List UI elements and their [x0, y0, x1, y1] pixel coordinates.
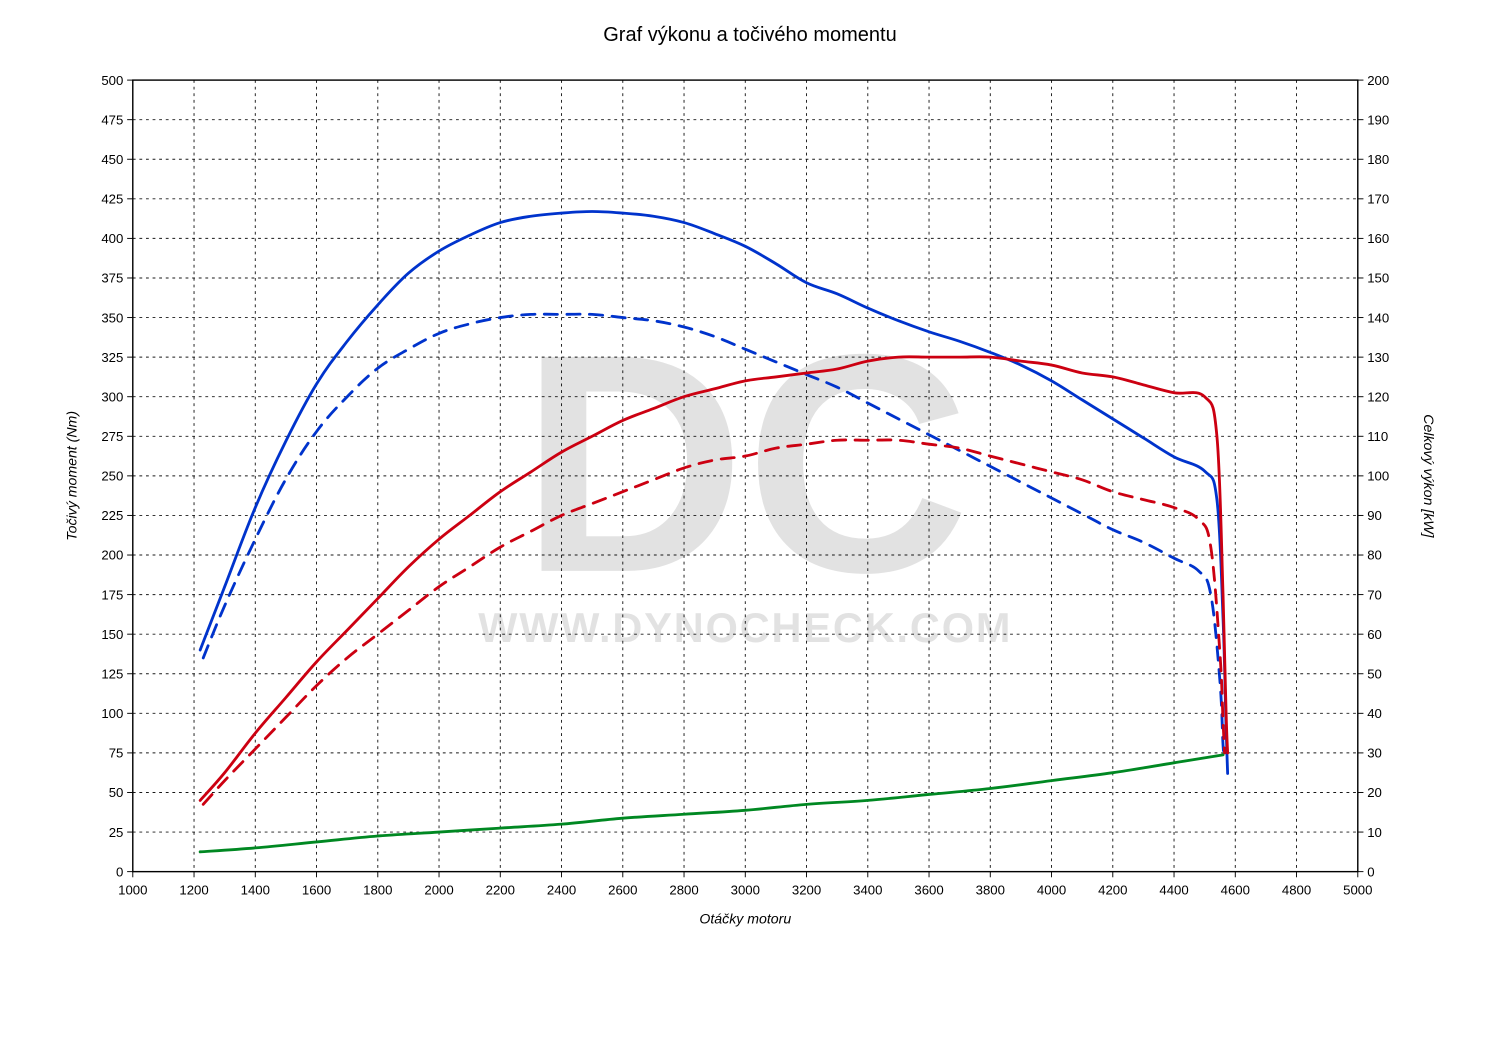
x-tick-label: 4200 — [1098, 882, 1127, 897]
x-tick-label: 3800 — [976, 882, 1005, 897]
y-left-tick-label: 225 — [101, 508, 123, 523]
x-axis-label: Otáčky motoru — [699, 910, 791, 926]
x-tick-label: 2600 — [608, 882, 637, 897]
y-right-tick-label: 40 — [1367, 706, 1382, 721]
x-tick-label: 1400 — [241, 882, 270, 897]
x-tick-label: 4800 — [1282, 882, 1311, 897]
y-right-tick-label: 180 — [1367, 152, 1389, 167]
y-right-tick-label: 100 — [1367, 469, 1389, 484]
x-tick-label: 2200 — [486, 882, 515, 897]
y-right-tick-label: 30 — [1367, 746, 1382, 761]
chart-container: Graf výkonu a točivého momentu DCWWW.DYN… — [0, 0, 1500, 1040]
y-right-tick-label: 120 — [1367, 389, 1389, 404]
x-tick-label: 4400 — [1159, 882, 1188, 897]
y-left-axis-label: Točivý moment (Nm) — [63, 411, 79, 541]
x-tick-label: 1200 — [179, 882, 208, 897]
y-left-tick-label: 300 — [101, 389, 123, 404]
y-right-tick-label: 190 — [1367, 112, 1389, 127]
y-right-tick-label: 90 — [1367, 508, 1382, 523]
y-right-tick-label: 140 — [1367, 310, 1389, 325]
y-right-tick-label: 170 — [1367, 192, 1389, 207]
y-right-tick-label: 70 — [1367, 587, 1382, 602]
x-tick-label: 2000 — [424, 882, 453, 897]
x-tick-label: 2800 — [669, 882, 698, 897]
x-tick-label: 1800 — [363, 882, 392, 897]
y-left-tick-label: 50 — [109, 785, 124, 800]
x-tick-label: 4000 — [1037, 882, 1066, 897]
y-left-tick-label: 375 — [101, 271, 123, 286]
y-right-tick-label: 200 — [1367, 73, 1389, 88]
y-left-tick-label: 100 — [101, 706, 123, 721]
y-left-tick-label: 475 — [101, 112, 123, 127]
y-right-tick-label: 50 — [1367, 666, 1382, 681]
x-tick-label: 1000 — [118, 882, 147, 897]
x-tick-label: 2400 — [547, 882, 576, 897]
x-tick-label: 3400 — [853, 882, 882, 897]
y-left-tick-label: 450 — [101, 152, 123, 167]
y-left-tick-label: 500 — [101, 73, 123, 88]
y-left-tick-label: 250 — [101, 469, 123, 484]
y-left-tick-label: 400 — [101, 231, 123, 246]
y-left-tick-label: 175 — [101, 587, 123, 602]
y-left-tick-label: 0 — [116, 864, 123, 879]
y-right-tick-label: 110 — [1367, 429, 1388, 444]
y-left-tick-label: 25 — [109, 825, 124, 840]
x-tick-label: 3600 — [914, 882, 943, 897]
y-right-tick-label: 20 — [1367, 785, 1382, 800]
x-tick-label: 4600 — [1221, 882, 1250, 897]
y-right-tick-label: 60 — [1367, 627, 1382, 642]
y-right-axis-label: Celkový výkon [kW] — [1421, 414, 1437, 538]
y-left-tick-label: 275 — [101, 429, 123, 444]
y-left-tick-label: 325 — [101, 350, 123, 365]
y-right-tick-label: 80 — [1367, 548, 1382, 563]
x-tick-label: 5000 — [1343, 882, 1372, 897]
y-right-tick-label: 160 — [1367, 231, 1389, 246]
y-right-tick-label: 150 — [1367, 271, 1389, 286]
y-left-tick-label: 200 — [101, 548, 123, 563]
x-tick-label: 1600 — [302, 882, 331, 897]
y-right-tick-label: 0 — [1367, 864, 1374, 879]
y-right-tick-label: 130 — [1367, 350, 1389, 365]
y-left-tick-label: 75 — [109, 746, 124, 761]
y-left-tick-label: 150 — [101, 627, 123, 642]
y-right-tick-label: 10 — [1367, 825, 1382, 840]
x-tick-label: 3000 — [731, 882, 760, 897]
y-left-tick-label: 125 — [101, 666, 123, 681]
y-left-tick-label: 425 — [101, 192, 123, 207]
x-tick-label: 3200 — [792, 882, 821, 897]
dyno-chart: DCWWW.DYNOCHECK.COM100012001400160018002… — [0, 0, 1500, 980]
y-left-tick-label: 350 — [101, 310, 123, 325]
